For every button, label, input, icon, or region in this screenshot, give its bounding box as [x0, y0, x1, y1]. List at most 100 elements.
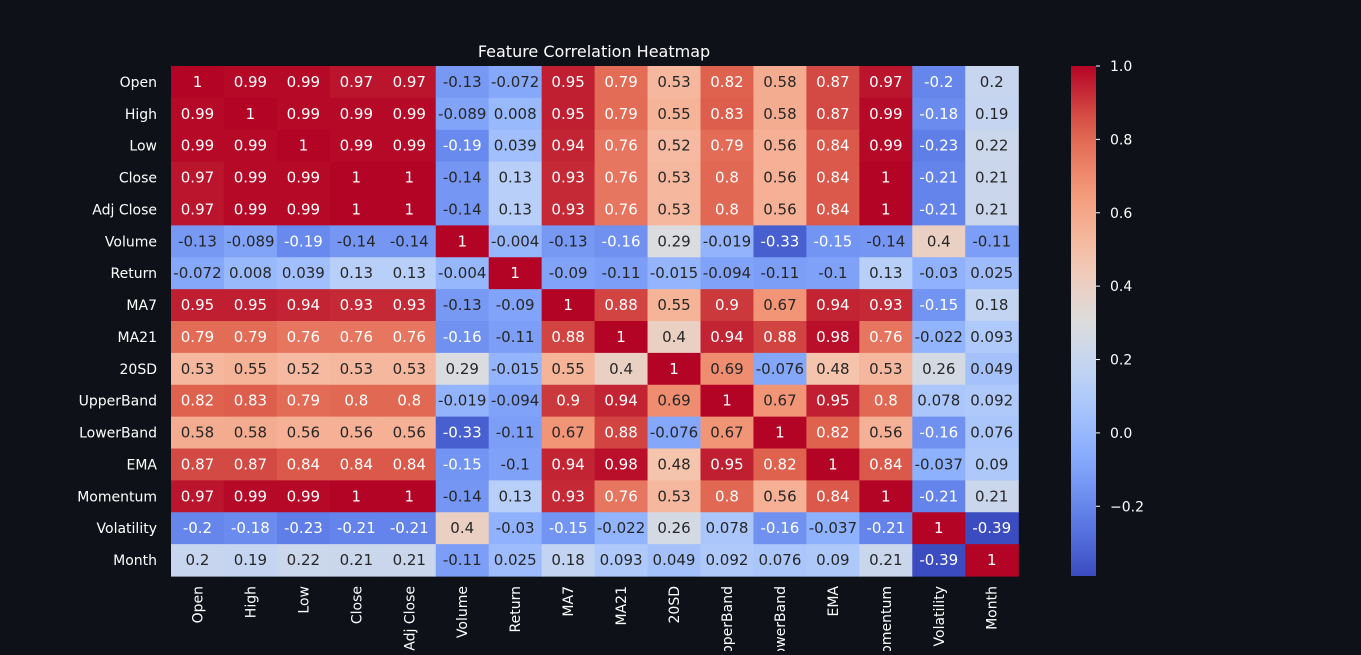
heatmap-cell: [435, 384, 490, 418]
cell-value-label: -0.03: [919, 264, 958, 282]
cell-value-label: 0.4: [927, 232, 951, 250]
heatmap-cell: [700, 225, 755, 258]
cell-value-label: 1: [352, 487, 362, 505]
cell-value-label: -0.09: [496, 296, 535, 314]
cell-value-label: 0.53: [657, 487, 690, 505]
heatmap-cell: [435, 321, 490, 354]
cell-value-label: 0.58: [234, 424, 267, 442]
cell-value-label: 0.56: [763, 137, 796, 155]
heatmap-cell: [912, 289, 966, 322]
heatmap-cell: [223, 321, 278, 354]
heatmap-cell: [700, 66, 755, 99]
heatmap-cell: [223, 480, 278, 513]
cell-value-label: 0.76: [340, 328, 373, 346]
heatmap-cell: [647, 384, 702, 418]
heatmap-cell: [859, 416, 913, 450]
heatmap-cell: [329, 193, 384, 226]
cell-value-label: 0.99: [393, 105, 426, 123]
x-tick-label: MA21: [614, 586, 630, 625]
cell-value-label: -0.11: [972, 232, 1011, 250]
cell-value-label: -0.037: [915, 455, 963, 473]
cell-value-label: -0.089: [226, 232, 274, 250]
cell-value-label: 0.55: [234, 360, 267, 378]
cell-value-label: -0.11: [602, 264, 641, 282]
heatmap-cell: [594, 321, 649, 354]
cell-value-label: 0.22: [975, 137, 1008, 155]
cell-value-label: 0.092: [970, 392, 1013, 410]
cell-value-label: -0.2: [183, 519, 212, 537]
heatmap-cell: [965, 193, 1019, 226]
heatmap-cell: [647, 416, 702, 450]
heatmap-cell: [171, 416, 225, 450]
heatmap-cell: [806, 257, 860, 290]
heatmap-cell: [859, 66, 913, 99]
cell-value-label: 0.8: [715, 169, 739, 187]
heatmap-cell: [276, 544, 331, 577]
heatmap-cell: [171, 480, 225, 513]
heatmap-cell: [329, 352, 384, 386]
heatmap-cell: [806, 193, 860, 226]
cell-value-label: 0.76: [869, 328, 902, 346]
heatmap-cell: [382, 480, 437, 513]
heatmap-cell: [329, 416, 384, 450]
cell-value-label: -0.072: [173, 264, 221, 282]
cell-value-label: 0.025: [970, 264, 1013, 282]
cell-value-label: 0.9: [556, 392, 580, 410]
cell-value-label: -0.14: [443, 200, 482, 218]
heatmap-cells: [171, 66, 1019, 577]
cell-value-label: 0.99: [340, 137, 373, 155]
heatmap-cell: [647, 480, 702, 513]
cell-value-label: -0.094: [491, 392, 539, 410]
heatmap-cell: [435, 416, 490, 450]
cell-value-label: 0.79: [604, 105, 637, 123]
cell-value-label: 0.95: [551, 73, 584, 91]
y-tick-label: UpperBand: [79, 394, 157, 410]
cell-value-label: 0.93: [869, 296, 902, 314]
colorbar-tick-label: 0.6: [1110, 206, 1132, 222]
cell-value-label: 0.21: [975, 200, 1008, 218]
heatmap-cell: [912, 129, 966, 163]
cell-value-label: -0.094: [703, 264, 751, 282]
cell-value-label: 0.88: [604, 424, 637, 442]
heatmap-cell: [276, 289, 331, 322]
cell-value-label: -0.14: [866, 232, 905, 250]
heatmap-cell: [806, 289, 860, 322]
cell-annotations: 1 0.99 0.99 0.97 0.97 -0.13 -0.072 0.95 0.79 0.53…: [173, 73, 1013, 569]
cell-value-label: 1: [246, 105, 256, 123]
heatmap-cell: [594, 161, 649, 195]
heatmap-cell: [276, 66, 331, 99]
cell-value-label: 0.95: [181, 296, 214, 314]
cell-value-label: 0.22: [287, 551, 320, 569]
heatmap-cell: [912, 448, 966, 481]
cell-value-label: 0.13: [340, 264, 373, 282]
heatmap-cell: [382, 193, 437, 226]
cell-value-label: 0.82: [181, 392, 214, 410]
cell-value-label: 0.13: [498, 487, 531, 505]
cell-value-label: 0.52: [657, 137, 690, 155]
heatmap-cell: [700, 97, 755, 131]
cell-value-label: -0.33: [443, 424, 482, 442]
cell-value-label: -0.015: [650, 264, 698, 282]
cell-value-label: -0.18: [231, 519, 270, 537]
heatmap-cell: [223, 384, 278, 418]
heatmap-cell: [753, 161, 807, 195]
cell-value-label: 0.95: [816, 392, 849, 410]
heatmap-cell: [647, 257, 702, 290]
heatmap-cell: [912, 480, 966, 513]
cell-value-label: 0.84: [287, 455, 320, 473]
cell-value-label: 0.87: [234, 455, 267, 473]
x-tick-label: EMA: [826, 586, 842, 617]
cell-value-label: 0.69: [710, 360, 743, 378]
heatmap-cell: [965, 480, 1019, 513]
cell-value-label: -0.2: [924, 73, 953, 91]
cell-value-label: 1: [934, 519, 944, 537]
cell-value-label: 0.94: [551, 455, 584, 473]
heatmap-cell: [806, 161, 860, 195]
cell-value-label: -0.39: [919, 551, 958, 569]
heatmap-cell: [912, 544, 966, 577]
cell-value-label: -0.015: [491, 360, 539, 378]
cell-value-label: 0.82: [816, 424, 849, 442]
cell-value-label: 0.18: [551, 551, 584, 569]
heatmap-cell: [700, 352, 755, 386]
